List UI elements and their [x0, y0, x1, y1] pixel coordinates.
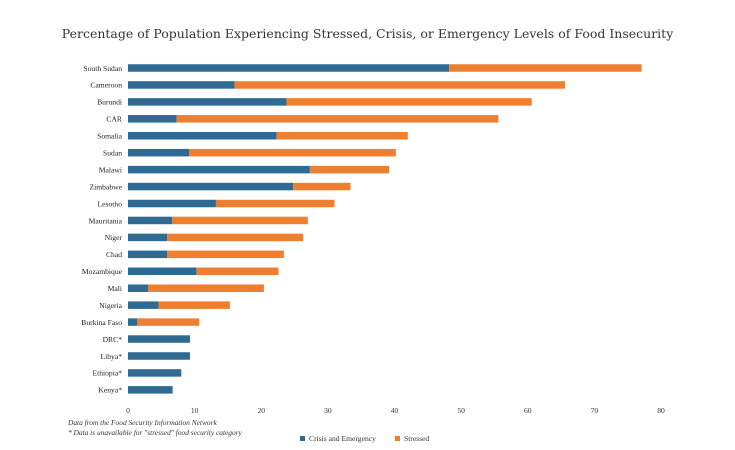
- y-tick-label-drc: DRC*: [103, 335, 123, 344]
- bar-crisis-and-emergency-south-sudan: [128, 64, 450, 72]
- bar-stressed-somalia: [276, 132, 408, 140]
- bar-stressed-mauritania: [171, 216, 308, 225]
- x-tick-label-80: 80: [657, 406, 665, 415]
- bar-stressed-malawi: [309, 165, 390, 174]
- legend-label-stressed: Stressed: [404, 434, 430, 443]
- y-tick-label-lesotho: Lesotho: [98, 199, 123, 208]
- bar-stressed-niger: [167, 233, 304, 242]
- bar-stressed-south-sudan: [449, 64, 642, 72]
- y-tick-label-mozambique: Mozambique: [82, 267, 123, 276]
- y-tick-label-mauritania: Mauritania: [89, 216, 123, 225]
- bar-crisis-and-emergency-mali: [128, 284, 148, 292]
- bar-crisis-and-emergency-lesotho: [128, 199, 216, 208]
- bar-crisis-and-emergency-mozambique: [128, 267, 197, 276]
- bar-crisis-and-emergency-niger: [128, 233, 168, 242]
- x-tick-label-50: 50: [457, 406, 465, 415]
- y-tick-label-zimbabwe: Zimbabwe: [90, 182, 123, 191]
- x-tick-label-60: 60: [524, 406, 532, 415]
- bar-crisis-and-emergency-burkina-faso: [128, 318, 138, 326]
- bar-crisis-and-emergency-malawi: [128, 165, 310, 174]
- y-tick-label-cameroon: Cameroon: [90, 81, 122, 90]
- footnote: * Data is unavailable for "stressed" foo…: [68, 428, 242, 437]
- legend-item-crisis: Crisis and Emergency: [300, 434, 376, 443]
- y-tick-label-somalia: Somalia: [97, 132, 123, 141]
- y-tick-label-malawi: Malawi: [99, 165, 122, 174]
- bar-stressed-sudan: [189, 148, 396, 157]
- y-tick-label-burkina-faso: Burkina Faso: [81, 318, 122, 327]
- bar-stressed-burkina-faso: [137, 318, 200, 326]
- y-tick-label-ethiopia: Ethiopia*: [92, 369, 122, 378]
- bar-crisis-and-emergency-burundi: [128, 98, 287, 106]
- y-tick-label-chad: Chad: [106, 250, 122, 259]
- bar-crisis-and-emergency-libya: [128, 352, 190, 360]
- bar-crisis-and-emergency-zimbabwe: [128, 182, 294, 191]
- bar-stressed-zimbabwe: [293, 182, 351, 191]
- bar-crisis-and-emergency-kenya: [128, 386, 173, 394]
- bar-stressed-lesotho: [215, 199, 335, 208]
- bar-stressed-chad: [167, 250, 284, 259]
- y-tick-label-libya: Libya*: [100, 352, 122, 361]
- x-tick-label-0: 0: [126, 406, 130, 415]
- bar-crisis-and-emergency-cameroon: [128, 81, 235, 89]
- legend-label-crisis: Crisis and Emergency: [309, 434, 376, 443]
- bar-stressed-cameroon: [234, 81, 566, 89]
- y-tick-label-car: CAR: [106, 115, 123, 124]
- legend-item-stressed: Stressed: [395, 434, 429, 443]
- chart-title: Percentage of Population Experiencing St…: [61, 26, 674, 41]
- y-tick-label-sudan: Sudan: [103, 149, 122, 158]
- y-tick-label-nigeria: Nigeria: [99, 301, 122, 310]
- bar-stressed-car: [176, 115, 499, 123]
- legend-swatch-crisis: [300, 436, 305, 441]
- x-tick-label-20: 20: [257, 406, 265, 415]
- y-tick-label-south-sudan: South Sudan: [83, 64, 122, 73]
- bar-stressed-mali: [147, 284, 264, 292]
- x-tick-label-40: 40: [391, 406, 399, 415]
- bar-crisis-and-emergency-mauritania: [128, 216, 172, 225]
- bar-crisis-and-emergency-chad: [128, 250, 168, 259]
- x-tick-label-30: 30: [324, 406, 332, 415]
- bar-stressed-burundi: [286, 98, 532, 106]
- y-tick-label-mali: Mali: [108, 284, 122, 293]
- bar-crisis-and-emergency-somalia: [128, 132, 277, 140]
- x-tick-label-10: 10: [191, 406, 199, 415]
- bar-crisis-and-emergency-ethiopia: [128, 369, 182, 377]
- bar-stressed-mozambique: [196, 267, 279, 276]
- bar-stressed-nigeria: [158, 301, 230, 309]
- source-note: Data from the Food Security Information …: [68, 418, 217, 427]
- y-tick-label-burundi: Burundi: [97, 98, 122, 107]
- y-tick-label-kenya: Kenya*: [98, 386, 122, 395]
- bar-crisis-and-emergency-car: [128, 115, 177, 123]
- bar-crisis-and-emergency-nigeria: [128, 301, 159, 309]
- bar-crisis-and-emergency-drc: [128, 335, 190, 343]
- legend-swatch-stressed: [395, 436, 400, 441]
- y-tick-label-niger: Niger: [105, 233, 123, 242]
- x-tick-label-70: 70: [591, 406, 599, 415]
- bar-crisis-and-emergency-sudan: [128, 148, 190, 157]
